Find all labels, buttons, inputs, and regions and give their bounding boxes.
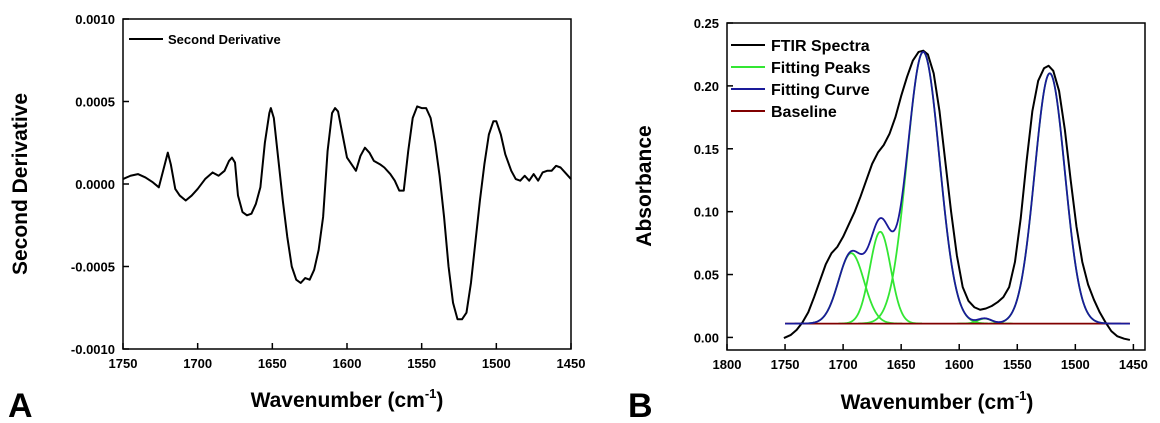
panel-b-y-axis-title: Absorbance (633, 125, 656, 246)
panel-a-plot-frame (122, 18, 572, 350)
panel-b-legend-label: FTIR Spectra (771, 38, 870, 55)
panel-a-legend: Second Derivative (129, 32, 281, 47)
panel-b-y-tick-label: 0.05 (694, 268, 719, 283)
panel-a-x-tick-label: 1650 (258, 356, 287, 371)
panel-b-chart: 1800 1750 1700 1650 1600 1550 1500 1450 0.00 0.05… (628, 16, 1148, 423)
panel-b-ticks: 1800 1750 1700 1650 1600 1550 1500 1450 0.00 0.05… (694, 16, 1148, 372)
panel-b-y-tick-label: 0.15 (694, 142, 719, 157)
panel-b-y-tick-label: 0.00 (694, 330, 719, 345)
panel-a-x-tick-label: 1700 (183, 356, 212, 371)
panel-b-fitting-peak (989, 72, 1111, 325)
panel-b-x-tick-label: 1450 (1119, 357, 1148, 372)
panel-b-y-tick-label: 0.10 (694, 205, 719, 220)
panel-b-legend: FTIR Spectra Fitting Peaks Fitting Curve Ba… (731, 38, 871, 121)
panel-a-y-tick-label: -0.0010 (71, 342, 115, 357)
panel-a-x-tick-label: 1450 (557, 356, 586, 371)
panel-a-legend-label: Second Derivative (168, 32, 281, 47)
panel-b-y-tick-label: 0.25 (694, 16, 719, 31)
panel-b-legend-label: Baseline (771, 104, 837, 121)
panel-a-x-tick-label: 1750 (109, 356, 138, 371)
panel-a-series (122, 105, 572, 321)
panel-b-x-axis-title-close: ) (1026, 391, 1033, 414)
panel-b-x-axis-title-sup: -1 (1015, 388, 1027, 403)
panel-b-fitting-peak (858, 50, 989, 325)
panel-b-x-tick-label: 1600 (945, 357, 974, 372)
panel-b-x-tick-label: 1550 (1003, 357, 1032, 372)
panel-b-x-axis-title-main: Wavenumber (cm (841, 391, 1015, 414)
panel-b-ftir-spectrum (783, 49, 1131, 341)
panel-b-letter: B (628, 387, 653, 423)
panel-b-y-tick-label: 0.20 (694, 79, 719, 94)
panel-b-plot-frame (726, 22, 1146, 351)
panel-a-x-tick-label: 1500 (482, 356, 511, 371)
panel-a-y-tick-label: -0.0005 (71, 260, 115, 275)
panel-b-legend-label: Fitting Peaks (771, 60, 871, 77)
panel-b-fitting-curve (784, 51, 1131, 325)
panel-b-fitting-peak (800, 252, 903, 325)
panel-a-chart: 1750 1700 1650 1600 1550 1500 1450 -0.0010 -0.00… (8, 12, 585, 423)
panel-a-ticks: 1750 1700 1650 1600 1550 1500 1450 -0.0010 -0.00… (71, 12, 586, 371)
panel-b-x-tick-label: 1750 (771, 357, 800, 372)
panel-a-x-tick-label: 1600 (333, 356, 362, 371)
panel-a-y-axis-title: Second Derivative (9, 93, 32, 275)
panel-b-x-axis-title: Wavenumber (cm-1) (841, 388, 1034, 414)
panel-b-x-tick-label: 1800 (713, 357, 742, 372)
panel-a-y-tick-label: 0.0005 (75, 95, 115, 110)
panel-b-series (783, 49, 1131, 341)
panel-a-y-tick-label: 0.0010 (75, 12, 115, 27)
panel-a-x-axis-title-close: ) (436, 389, 443, 412)
panel-a-x-axis-title: Wavenumber (cm-1) (251, 386, 444, 412)
panel-a-series-line (122, 105, 572, 321)
panel-b-x-tick-label: 1650 (887, 357, 916, 372)
panel-a-letter: A (8, 387, 33, 423)
panel-a-x-axis-title-sup: -1 (425, 386, 437, 401)
panel-b-x-tick-label: 1700 (829, 357, 858, 372)
panel-a-x-tick-label: 1550 (407, 356, 436, 371)
panel-a-x-axis-title-main: Wavenumber (cm (251, 389, 425, 412)
panel-b-x-tick-label: 1500 (1061, 357, 1090, 372)
panel-b-legend-label: Fitting Curve (771, 82, 870, 99)
panel-b-fitting-peak (838, 230, 923, 325)
panel-a-y-tick-label: 0.0000 (75, 177, 115, 192)
